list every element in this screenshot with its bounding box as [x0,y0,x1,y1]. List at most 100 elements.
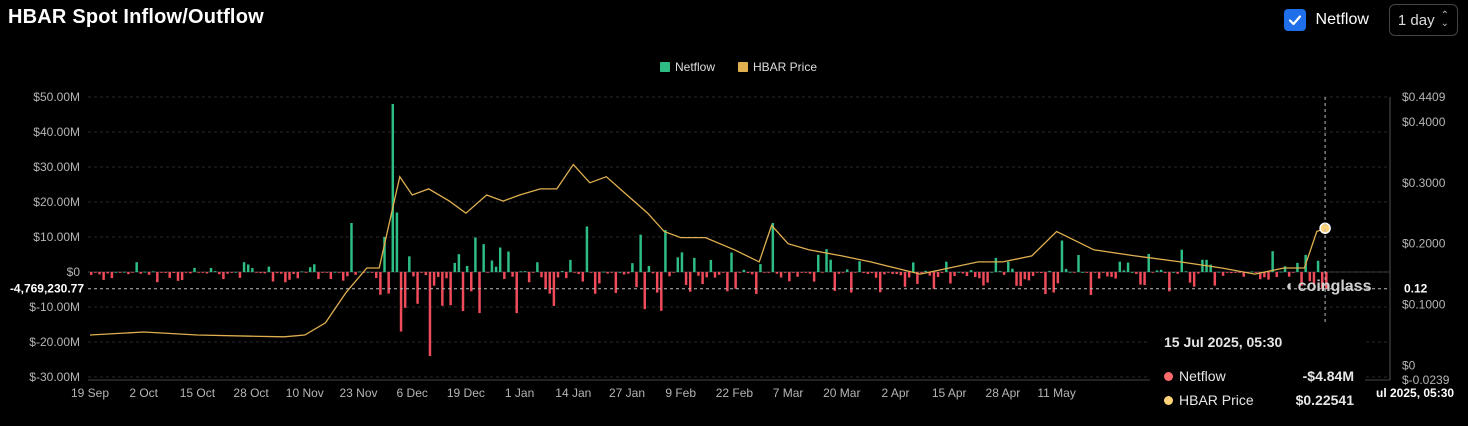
interval-value: 1 day [1397,11,1435,29]
netflow-bar [990,271,993,273]
netflow-bar [593,272,597,294]
netflow-bar [403,272,407,308]
netflow-bar [1159,269,1163,272]
netflow-bar [651,272,655,274]
netflow-bar [379,272,382,295]
netflow-bar [185,272,188,273]
netflow-bar [234,271,238,273]
netflow-bar [730,252,733,272]
netflow-bar [1242,272,1245,277]
netflow-bar [1320,272,1324,290]
netflow-bar [1007,261,1010,272]
netflow-bar [1238,272,1241,273]
price-line [89,163,1326,338]
netflow-bar [238,272,242,278]
netflow-bar [622,272,626,275]
netflow-bar [746,272,750,274]
netflow-bar [507,251,510,272]
netflow-bar [511,272,514,277]
netflow-bar [878,272,882,293]
netflow-bar [193,267,196,272]
netflow-bar [213,271,217,272]
legend-swatch [660,62,670,72]
netflow-bar [717,272,721,275]
netflow-bar [973,272,977,277]
netflow-bar [548,272,551,294]
netflow-bar [1168,272,1171,292]
netflow-bar [1056,272,1060,284]
y-right-tick-label: $0.2000 [1402,237,1446,251]
tooltip: 15 Jul 2025, 05:30 Netflow -$4.84M HBAR … [1150,322,1365,422]
netflow-bar [895,272,898,274]
x-tick-label: 1 Jan [505,386,534,400]
netflow-bar [168,272,171,278]
crosshair-x-label-bg [1372,385,1452,401]
y-left-tick-label: $30.00M [33,160,80,174]
netflow-bar [928,272,932,276]
netflow-bar [635,272,638,288]
price-dot-icon [1164,395,1173,405]
netflow-dot-icon [1164,371,1173,381]
netflow-bar [1250,271,1254,273]
netflow-bar [503,272,506,280]
netflow-bar [375,272,378,279]
netflow-bar [767,272,770,273]
netflow-bar [825,249,828,272]
netflow-bar [519,271,523,273]
interval-select[interactable]: 1 day ⌃ ⌄ [1388,4,1458,36]
netflow-bar [589,272,593,273]
x-tick-label: 19 Sep [71,386,109,400]
netflow-bar [1325,272,1328,289]
netflow-bar [792,272,795,273]
netflow-bar [296,272,300,279]
netflow-bar [1077,255,1080,272]
y-left-tick-label: $50.00M [33,90,80,104]
netflow-bar [552,272,556,306]
netflow-bar [461,272,465,312]
netflow-bar [333,271,337,273]
netflow-bar [1126,262,1130,272]
netflow-bar [275,272,279,274]
netflow-bar [366,271,370,273]
netflow-bar [523,271,527,272]
netflow-bar [631,263,634,272]
netflow-bar [602,271,605,273]
watermark-text: coinglass [1297,278,1372,295]
netflow-bar [395,212,399,272]
netflow-bar [697,272,700,276]
netflow-bar [713,272,717,278]
netflow-bar [924,270,927,272]
x-tick-label: 2 Apr [881,386,909,400]
netflow-bar [486,272,490,273]
netflow-bar [899,272,903,276]
netflow-bar [313,264,316,272]
netflow-bar [1263,272,1266,278]
netflow-bar [337,272,341,273]
netflow-bar [1081,271,1084,273]
netflow-bar [1143,272,1146,286]
netflow-bar [445,272,448,279]
netflow-bar [701,272,704,285]
netflow-bar [1139,272,1142,285]
netflow-bar [218,272,221,275]
netflow-bar [949,272,952,284]
netflow-bar [916,272,919,284]
netflow-bar [1151,272,1155,273]
netflow-bar [1068,271,1072,273]
netflow-bar [1031,272,1035,276]
netflow-bar [98,272,101,275]
netflow-bar [804,272,808,273]
netflow-toggle-label: Netflow [1315,11,1369,28]
netflow-bar [829,259,832,272]
netflow-bar [1279,271,1283,273]
netflow-bar [722,272,725,273]
netflow-checkbox[interactable] [1283,9,1306,31]
netflow-bar [1155,270,1159,272]
netflow-bar [156,272,159,283]
netflow-bar [288,272,291,280]
netflow-bar [201,272,205,273]
netflow-bar [705,272,708,278]
netflow-bar [639,234,642,272]
netflow-bar [102,272,105,280]
netflow-bar [1048,270,1051,272]
